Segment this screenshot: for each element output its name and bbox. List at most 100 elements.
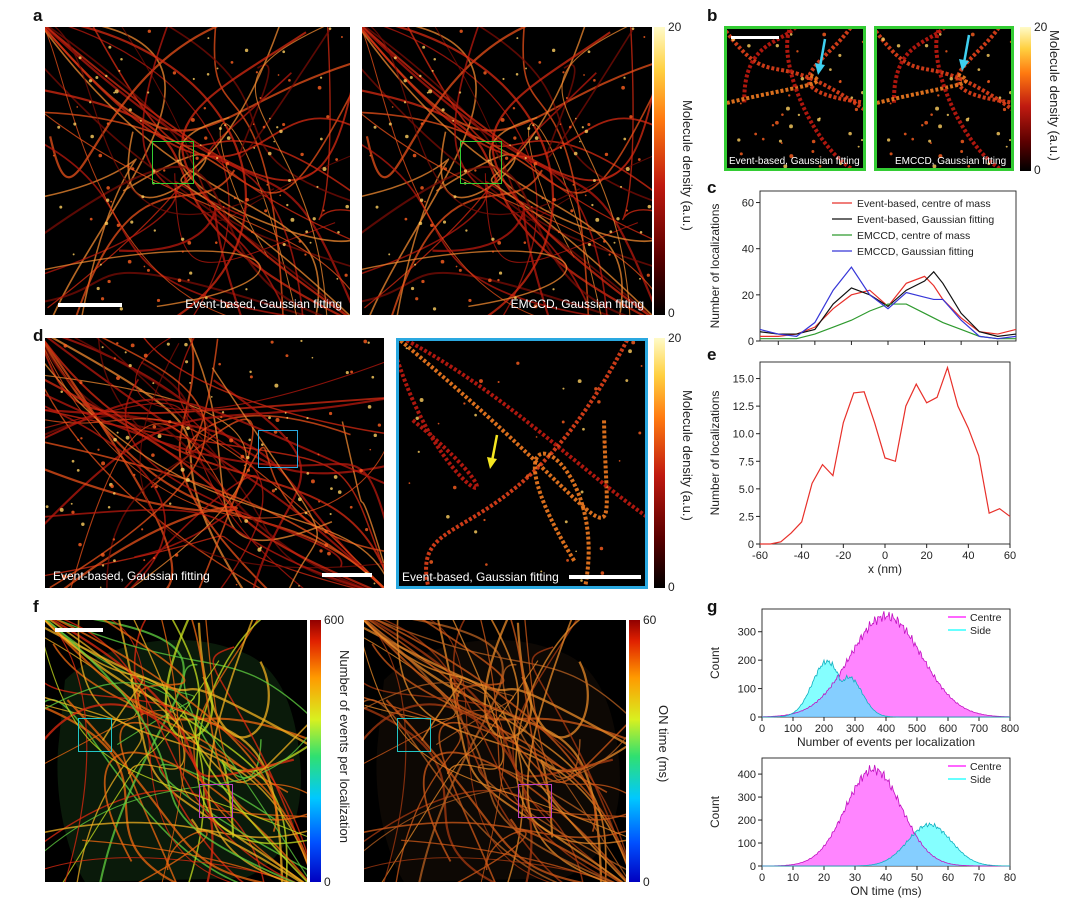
background-localization [562, 387, 565, 390]
background-localization [327, 551, 331, 556]
background-localization [309, 241, 312, 244]
background-localization [251, 231, 254, 234]
filament [365, 27, 527, 179]
plot-frame [759, 361, 1011, 545]
background-localization [345, 371, 349, 375]
filament [374, 620, 597, 832]
background-localization [977, 68, 981, 71]
background-localization [119, 307, 123, 311]
background-localization [333, 475, 338, 479]
background-localization [226, 136, 231, 140]
background-localization [78, 542, 82, 547]
background-localization [210, 396, 213, 398]
background-localization [329, 512, 332, 516]
filament [45, 388, 261, 588]
filament [364, 646, 626, 838]
background-localization [373, 433, 377, 438]
filament [364, 682, 626, 878]
panel-label-g: g [707, 597, 718, 616]
background-localization [592, 178, 596, 182]
background-localization [566, 558, 569, 562]
filament [45, 28, 227, 315]
filament [422, 751, 626, 882]
background-localization [279, 194, 282, 197]
background-localization [317, 453, 320, 456]
filament [727, 29, 863, 112]
background-localization [98, 153, 103, 158]
background-localization [609, 230, 613, 234]
legend-label: Event-based, centre of mass [857, 198, 991, 210]
x-tick-label: 10 [787, 872, 799, 884]
background-localization [128, 108, 132, 112]
background-localization [587, 50, 591, 54]
microscopy-image-f-ontime [364, 620, 626, 882]
background-localization [621, 85, 625, 90]
filament [512, 620, 624, 882]
background-localization [287, 178, 291, 182]
y-tick-label: 10.0 [733, 429, 754, 441]
background-localization [986, 53, 990, 57]
legend-label: Centre [970, 612, 1002, 624]
background-localization [367, 405, 372, 409]
background-localization [310, 479, 315, 484]
colorbar-label: Molecule density (a.u.) [1047, 30, 1062, 161]
microscopy-image-f-events [45, 620, 307, 882]
background-localization [441, 108, 445, 112]
y-tick-label: 200 [738, 655, 756, 667]
filament [143, 338, 384, 434]
background-localization [881, 37, 885, 41]
panel-label-b: b [707, 6, 718, 25]
background-localization [535, 436, 538, 438]
background-localization [255, 71, 259, 74]
background-localization [214, 241, 218, 244]
background-localization [104, 221, 109, 226]
x-tick-label: 0 [759, 872, 765, 884]
background-localization [463, 402, 466, 405]
background-localization [153, 229, 156, 232]
colorbar-label: ON time (ms) [656, 705, 671, 783]
background-localization [203, 106, 207, 110]
colorbar-hot [654, 27, 665, 315]
filament [171, 620, 307, 882]
filament [62, 620, 296, 882]
filament [103, 751, 307, 882]
y-tick-label: 300 [738, 792, 756, 804]
background-localization [235, 583, 238, 586]
filament [178, 116, 350, 243]
background-localization [276, 126, 279, 129]
x-axis-label: Number of events per localization [797, 735, 975, 749]
background-localization [431, 69, 434, 72]
background-localization [222, 206, 225, 208]
colorbar-max: 20 [668, 331, 682, 345]
background-localization [220, 415, 223, 419]
background-localization [775, 44, 779, 48]
filament [362, 165, 628, 315]
background-localization [532, 124, 535, 127]
background-localization [818, 164, 822, 168]
background-localization [216, 67, 219, 70]
background-localization [421, 279, 425, 284]
background-localization [430, 223, 434, 227]
background-localization [584, 129, 589, 134]
background-localization [273, 430, 278, 434]
filament [48, 620, 307, 784]
filament [47, 27, 350, 267]
scale-bar [322, 573, 372, 577]
background-localization [775, 120, 779, 125]
background-localization [324, 543, 329, 547]
scale-bar [569, 575, 641, 579]
x-tick-label: -60 [752, 550, 768, 562]
filament [364, 637, 456, 720]
background-localization [541, 197, 544, 200]
filament [45, 646, 307, 838]
background-localization [491, 250, 495, 253]
background-localization [597, 400, 601, 404]
background-localization [199, 144, 202, 147]
filament [45, 393, 384, 521]
background-localization [262, 125, 266, 129]
filament [45, 703, 214, 882]
x-tick-label: 800 [1001, 723, 1019, 735]
chart-c: -60-40-2002040600204060x (nm)Number of l… [708, 190, 1017, 345]
background-localization [45, 505, 49, 509]
background-localization [638, 431, 642, 435]
